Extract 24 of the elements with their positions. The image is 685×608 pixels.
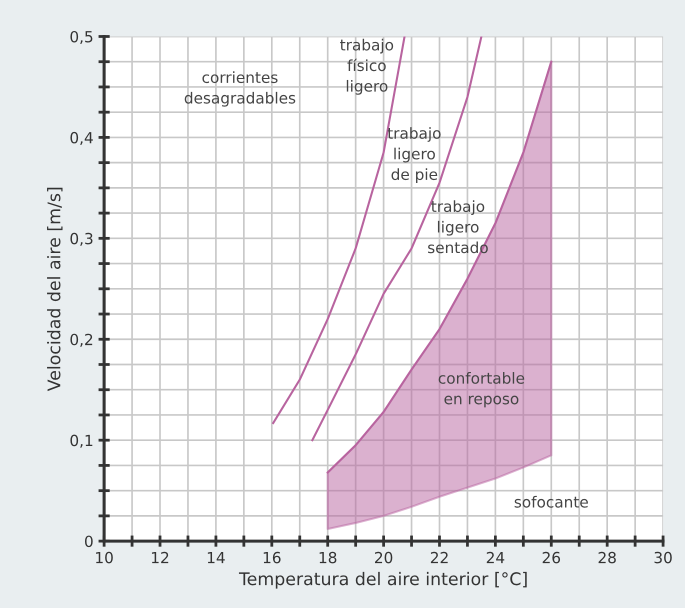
annotation: sofocante	[514, 496, 588, 508]
y-axis-title: Velocidad del aire [m/s]	[47, 188, 63, 392]
x-tick-label: 24	[486, 552, 504, 564]
x-tick-label: 18	[320, 552, 336, 564]
x-tick-label: 20	[375, 552, 392, 564]
y-tick-label: 0,5	[70, 30, 92, 44]
y-tick-label: 0	[84, 536, 93, 548]
y-tick-label: 0,4	[70, 132, 93, 145]
annotation: trabajo ligero de pie	[388, 127, 441, 184]
x-tick-label: 28	[598, 552, 616, 564]
y-tick-label: 0,3	[70, 232, 92, 246]
x-tick-label: 10	[96, 552, 113, 564]
x-tick-label: 26	[542, 552, 560, 564]
x-tick-label: 14	[208, 552, 225, 564]
x-tick-label: 16	[264, 552, 281, 564]
annotation: corrientes desagradables	[184, 71, 296, 107]
x-axis-title: Temperatura del aire interior [°C]	[238, 572, 527, 589]
y-tick-label: 0,1	[70, 434, 92, 448]
x-tick-label: 12	[152, 552, 168, 564]
annotation: confortable en reposo	[438, 372, 524, 408]
y-tick-label: 0,2	[70, 334, 92, 347]
x-tick-label: 22	[430, 552, 448, 564]
annotation: trabajo físico ligero	[340, 38, 394, 95]
x-tick-label: 30	[654, 552, 672, 564]
